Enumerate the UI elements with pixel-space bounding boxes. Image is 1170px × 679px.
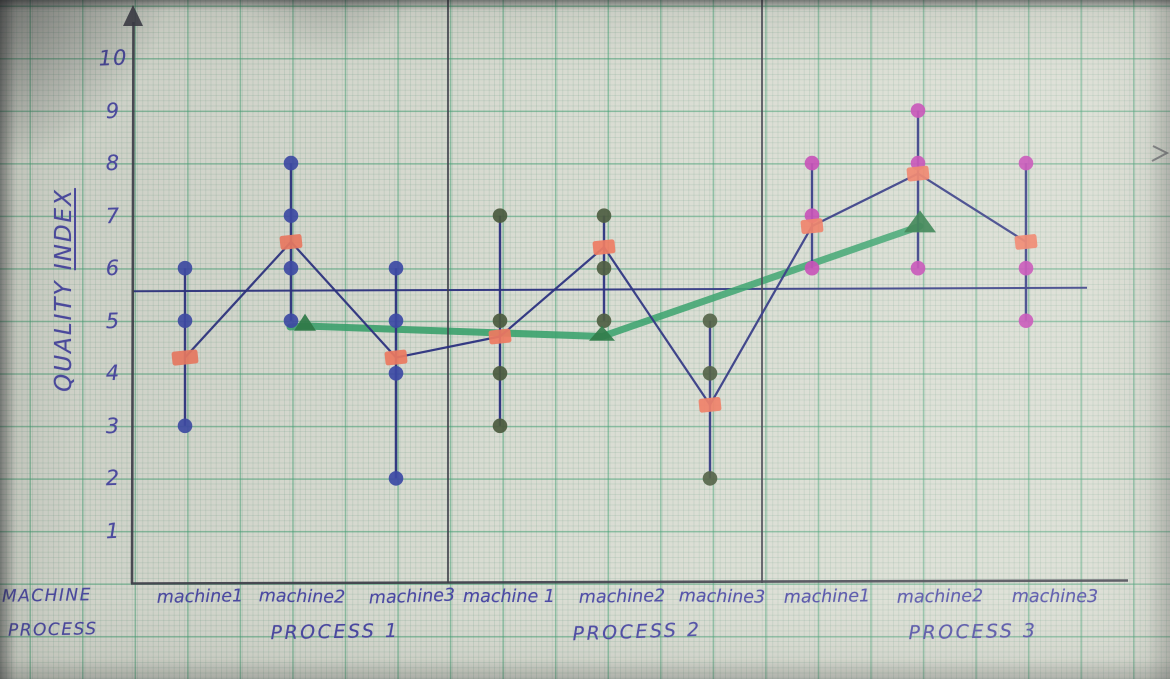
y-tick-label: 7 [105,203,121,228]
process-row-header: PROCESS [7,619,98,641]
machine-label: machine1 [783,586,871,608]
process-label: PROCESS 3 [908,619,1038,645]
y-tick-label: 6 [105,255,121,281]
y-axis-title-word-quality: QUALITY [51,279,77,392]
machine-label: machine2 [896,586,984,608]
machine-label: machine3 [368,585,456,609]
y-tick-label: 9 [105,98,121,123]
y-axis-title: QUALITY INDEX [51,188,77,392]
y-tick-label: 2 [105,466,121,491]
machine-row-header: MACHINE [1,585,93,607]
y-tick-label: 4 [105,361,121,386]
y-tick-label: 8 [105,150,121,176]
machine-label: machine3 [678,586,766,608]
y-axis-title-word-index: INDEX [51,188,77,271]
machine-label: machine2 [258,586,346,608]
process-label: PROCESS 2 [572,618,702,646]
y-tick-label: 5 [105,308,121,333]
machine-label: machine3 [1011,587,1099,607]
y-tick-label: 1 [105,518,121,544]
machine-label: machine 1 [463,587,555,607]
y-tick-label: 3 [105,413,121,439]
machine-label: machine2 [578,586,666,608]
y-tick-label: 10 [98,45,128,71]
process-label: PROCESS 1 [270,619,400,645]
machine-label: machine1 [156,586,244,608]
